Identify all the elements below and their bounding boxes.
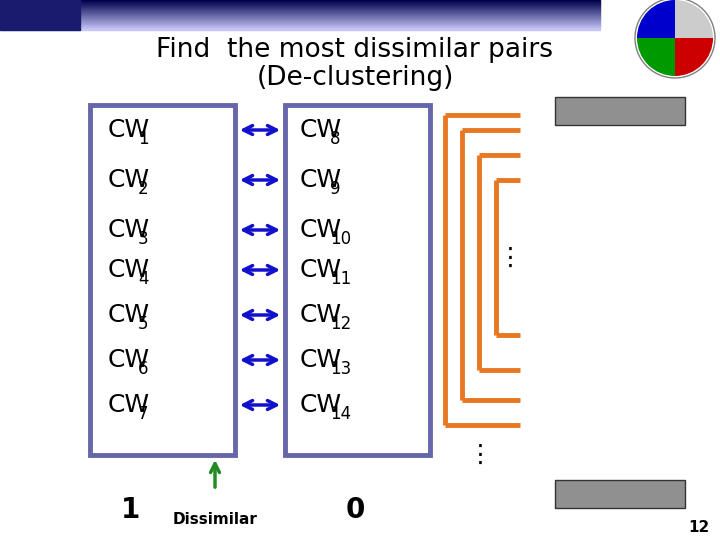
Text: CW: CW — [300, 393, 342, 417]
Text: 1: 1 — [138, 130, 148, 148]
Text: CW: CW — [300, 218, 342, 242]
Text: (De-clustering): (De-clustering) — [256, 65, 454, 91]
Text: 2: 2 — [138, 180, 148, 198]
Text: Dissimilar: Dissimilar — [173, 512, 258, 528]
Text: 8: 8 — [330, 130, 341, 148]
Wedge shape — [675, 38, 713, 76]
Text: CW: CW — [300, 258, 342, 282]
Text: CW: CW — [300, 118, 342, 142]
Text: 13: 13 — [330, 360, 351, 378]
Text: ⋮: ⋮ — [467, 443, 492, 467]
Text: CW: CW — [300, 348, 342, 372]
Text: 11: 11 — [330, 270, 351, 288]
Bar — [0, 16, 600, 17]
Bar — [555, 480, 685, 508]
Bar — [0, 10, 600, 11]
Bar — [0, 13, 600, 14]
Bar — [285, 105, 430, 455]
Text: 14: 14 — [330, 405, 351, 423]
Bar — [0, 29, 600, 30]
Text: CW: CW — [108, 218, 150, 242]
Bar — [0, 8, 600, 9]
Bar — [0, 2, 600, 3]
Text: 9: 9 — [330, 180, 341, 198]
Text: CW: CW — [108, 393, 150, 417]
Bar — [0, 0, 80, 30]
Text: 4: 4 — [138, 270, 148, 288]
Bar — [0, 25, 600, 26]
Bar — [0, 14, 600, 15]
Text: Find  the most dissimilar pairs: Find the most dissimilar pairs — [156, 37, 554, 63]
Wedge shape — [637, 38, 675, 76]
Bar — [0, 15, 600, 16]
Bar — [555, 97, 685, 125]
Bar — [0, 12, 600, 13]
Bar — [0, 19, 600, 20]
Text: CW: CW — [108, 258, 150, 282]
Bar — [0, 27, 600, 28]
Text: 6: 6 — [138, 360, 148, 378]
Bar — [0, 28, 600, 29]
Bar — [0, 21, 600, 22]
Wedge shape — [637, 0, 675, 38]
Text: 12: 12 — [330, 315, 351, 333]
Bar — [0, 7, 600, 8]
Bar — [0, 23, 600, 24]
Text: 0: 0 — [346, 496, 365, 524]
Wedge shape — [675, 0, 713, 38]
Text: ⋮: ⋮ — [498, 246, 523, 270]
Text: CW: CW — [108, 348, 150, 372]
Text: 5: 5 — [138, 315, 148, 333]
Text: 12: 12 — [689, 521, 710, 536]
Text: 7: 7 — [138, 405, 148, 423]
Bar — [0, 3, 600, 4]
Circle shape — [635, 0, 715, 78]
Bar — [0, 1, 600, 2]
Bar — [0, 11, 600, 12]
Text: 3: 3 — [138, 230, 148, 248]
Bar — [0, 6, 600, 7]
Bar — [0, 26, 600, 27]
Bar — [0, 9, 600, 10]
Bar — [0, 20, 600, 21]
Bar — [0, 24, 600, 25]
Bar — [0, 18, 600, 19]
Bar — [0, 0, 600, 1]
Bar — [90, 105, 235, 455]
Bar — [0, 17, 600, 18]
Text: CW: CW — [108, 118, 150, 142]
Bar — [0, 5, 600, 6]
Text: CW: CW — [300, 303, 342, 327]
Bar — [0, 22, 600, 23]
Text: 10: 10 — [330, 230, 351, 248]
Text: CW: CW — [300, 168, 342, 192]
Text: CW: CW — [108, 303, 150, 327]
Bar — [0, 4, 600, 5]
Text: CW: CW — [108, 168, 150, 192]
Text: 1: 1 — [120, 496, 140, 524]
